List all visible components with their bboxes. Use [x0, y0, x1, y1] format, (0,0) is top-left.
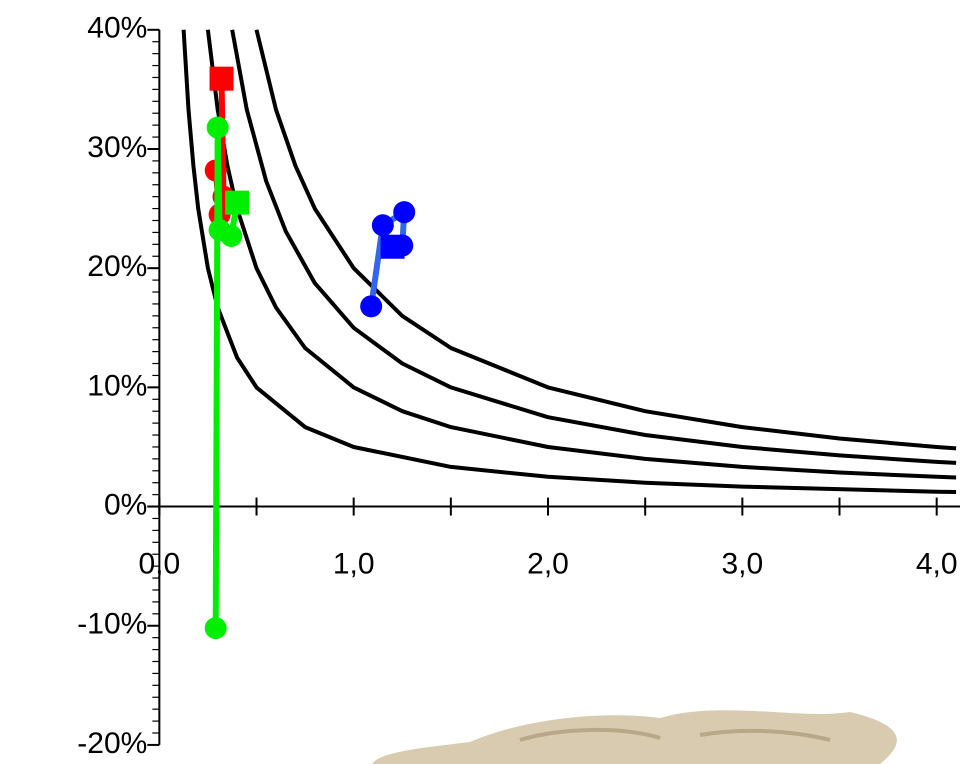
photo-fragment [372, 710, 897, 764]
y-tick-label: 10% [87, 369, 147, 402]
point-square [380, 234, 405, 259]
point-square [209, 66, 234, 91]
point-square [225, 190, 250, 215]
y-tick-label: 20% [87, 250, 147, 283]
point [204, 617, 227, 640]
point [206, 116, 229, 139]
y-tick-label: 40% [87, 12, 147, 45]
x-tick-label: 4,0 [916, 547, 958, 580]
iso-curve [254, 29, 957, 451]
x-tick-label: 3,0 [721, 547, 763, 580]
point [371, 214, 394, 237]
x-tick-label: 2,0 [527, 547, 569, 580]
photo-fold [519, 728, 831, 742]
y-tick-label: -10% [77, 608, 147, 641]
iso-curve [205, 29, 957, 480]
y-tick-label: -20% [77, 727, 147, 760]
iso-curve [230, 29, 957, 465]
point [360, 295, 383, 318]
y-tick-label: 0% [104, 488, 147, 521]
x-tick-label: 1,0 [333, 547, 375, 580]
iso-curve [181, 29, 957, 494]
y-tick-label: 30% [87, 131, 147, 164]
x-tick-label: 0,0 [138, 547, 180, 580]
point [220, 224, 243, 247]
point [393, 201, 416, 224]
